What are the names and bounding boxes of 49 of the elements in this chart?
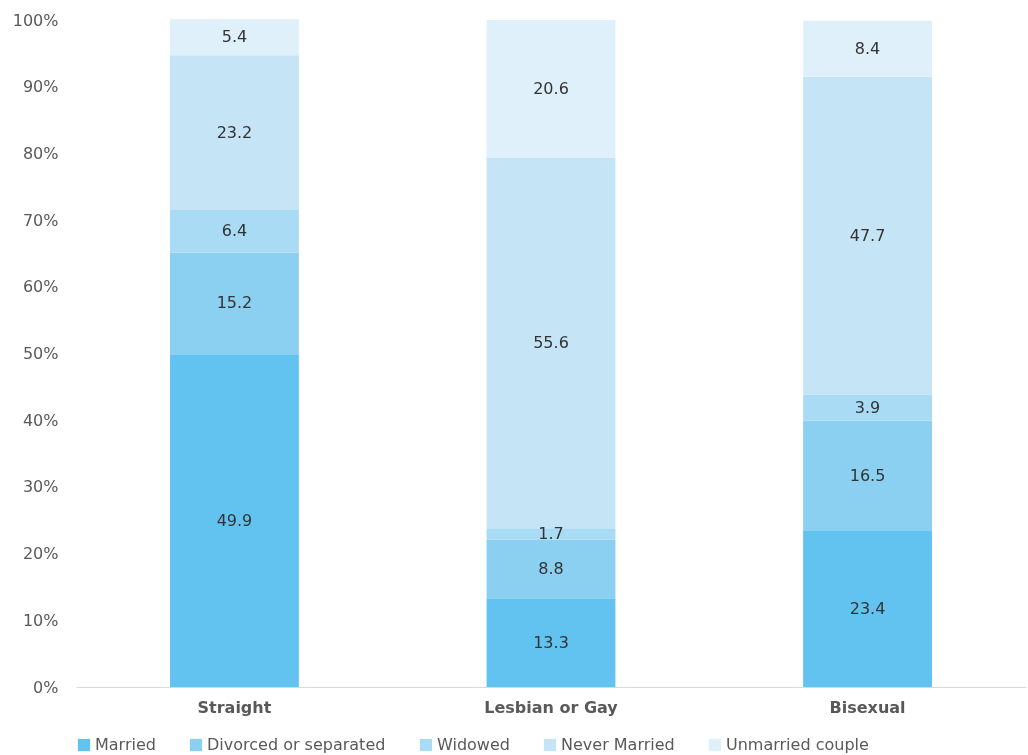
bar (803, 76, 932, 395)
bar (170, 19, 299, 56)
legend-label: Never Married (561, 735, 675, 754)
y-tick-label: 50% (22, 344, 59, 363)
data-label: 6.4 (221, 221, 248, 241)
data-label: 20.6 (533, 78, 569, 98)
bar (486, 157, 616, 529)
bar (486, 539, 616, 599)
legend-label: Unmarried couple (726, 735, 869, 754)
bar (803, 394, 932, 421)
bar (486, 20, 616, 158)
data-label: 13.3 (533, 632, 569, 652)
bar (170, 354, 299, 687)
bar (803, 530, 932, 687)
y-tick-label: 90% (22, 77, 59, 97)
x-tick-label: Bisexual (829, 697, 906, 717)
data-label: 1.7 (538, 523, 564, 543)
y-tick-label: 10% (22, 610, 59, 630)
data-label: 3.9 (854, 397, 881, 417)
y-tick-label: 60% (22, 277, 59, 297)
y-tick-label: 0% (33, 677, 59, 697)
y-tick-label: 80% (22, 143, 59, 163)
data-label: 23.4 (849, 598, 886, 618)
data-label: 55.6 (533, 332, 569, 352)
data-label: 15.2 (216, 293, 253, 313)
bar (803, 20, 932, 77)
bar (486, 528, 616, 540)
bar (170, 210, 299, 253)
x-tick-label: Lesbian or Gay (484, 697, 619, 717)
data-label: 16.5 (849, 465, 886, 485)
data-label: 49.9 (216, 510, 253, 530)
y-tick-label: 40% (22, 410, 59, 430)
y-tick-label: 30% (22, 477, 59, 497)
bar (486, 598, 616, 687)
data-label: 5.4 (221, 27, 248, 47)
legend-label: Divorced or separated (207, 735, 386, 754)
y-tick-label: 100% (12, 10, 59, 30)
data-label: 8.4 (854, 38, 881, 58)
data-label: 47.7 (849, 225, 886, 245)
data-label: 23.2 (216, 122, 253, 142)
legend-label: Married (95, 735, 156, 754)
y-tick-label: 70% (22, 210, 59, 230)
y-tick-label: 20% (22, 544, 59, 564)
bar (803, 420, 932, 531)
data-label: 8.8 (538, 558, 564, 578)
x-tick-label: Straight (197, 697, 272, 717)
bar (170, 55, 299, 211)
legend-label: Widowed (437, 735, 510, 754)
bar (170, 252, 299, 355)
